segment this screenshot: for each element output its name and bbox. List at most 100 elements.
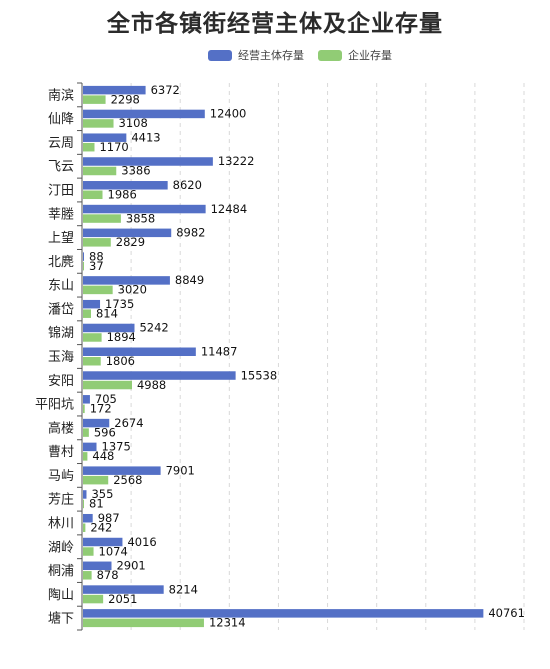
bar-series-1[interactable] xyxy=(83,395,90,404)
bar-series-1[interactable] xyxy=(83,133,127,142)
data-label: 2674 xyxy=(114,416,143,430)
data-label: 3020 xyxy=(118,283,147,297)
bar-series-1[interactable] xyxy=(83,537,123,547)
data-label: 37 xyxy=(89,259,104,273)
data-label: 355 xyxy=(91,487,113,501)
category-label: 平阳坑 xyxy=(35,398,74,413)
chart-title: 全市各镇街经营主体及企业存量 xyxy=(107,11,443,37)
data-label: 11487 xyxy=(201,345,238,359)
category-label: 南滨 xyxy=(48,87,74,103)
bar-series-1[interactable] xyxy=(83,490,87,499)
data-label: 7901 xyxy=(166,463,195,477)
bar-series-1[interactable] xyxy=(83,347,196,357)
category-label: 塘下 xyxy=(48,611,74,627)
bar-series-2[interactable] xyxy=(83,499,84,509)
bar-series-1[interactable] xyxy=(83,85,146,95)
category-label: 潘岱 xyxy=(48,302,74,317)
bar-series-2[interactable] xyxy=(83,523,86,532)
bar-series-2[interactable] xyxy=(83,452,88,461)
bar-series-2[interactable] xyxy=(83,214,121,223)
bar-series-2[interactable] xyxy=(83,142,95,152)
data-label: 4016 xyxy=(127,535,156,549)
legend-swatch-series-1 xyxy=(208,49,232,61)
category-label: 湖岭 xyxy=(48,540,74,555)
category-label: 云周 xyxy=(48,136,74,151)
data-label: 15538 xyxy=(241,368,278,382)
legend-label-series-1: 经营主体存量 xyxy=(238,49,304,62)
data-label: 40761 xyxy=(488,606,525,620)
bar-series-1[interactable] xyxy=(83,323,135,333)
category-label: 桐浦 xyxy=(48,564,74,579)
bar-series-2[interactable] xyxy=(83,333,102,342)
bar-series-1[interactable] xyxy=(83,513,93,523)
data-label: 4988 xyxy=(137,378,166,392)
bar-series-1[interactable] xyxy=(83,442,97,452)
legend: 经营主体存量 企业存量 xyxy=(0,46,550,64)
bar-series-1[interactable] xyxy=(83,228,172,238)
data-label: 878 xyxy=(97,568,119,582)
bar-series-1[interactable] xyxy=(83,561,112,571)
data-label: 3386 xyxy=(121,164,150,178)
bar-series-2[interactable] xyxy=(83,618,204,628)
data-label: 5242 xyxy=(139,321,168,335)
bar-series-2[interactable] xyxy=(83,309,91,318)
data-label: 12314 xyxy=(209,616,246,630)
category-label: 安阳 xyxy=(48,374,74,389)
category-label: 马屿 xyxy=(48,469,74,484)
bar-series-1[interactable] xyxy=(83,585,164,594)
bar-series-2[interactable] xyxy=(83,380,132,390)
legend-item-series-1[interactable]: 经营主体存量 xyxy=(208,46,304,64)
bar-series-1[interactable] xyxy=(83,252,84,261)
category-label: 莘塍 xyxy=(48,207,74,222)
data-label: 13222 xyxy=(218,154,255,168)
data-label: 172 xyxy=(90,402,112,416)
data-label: 3858 xyxy=(126,211,155,225)
data-label: 2051 xyxy=(108,592,137,606)
data-label: 88 xyxy=(89,249,104,263)
data-label: 242 xyxy=(90,520,112,534)
bar-series-1[interactable] xyxy=(83,157,213,166)
bar-series-2[interactable] xyxy=(83,119,114,128)
legend-item-series-2[interactable]: 企业存量 xyxy=(318,46,392,64)
bar-series-1[interactable] xyxy=(83,109,205,119)
data-label: 12400 xyxy=(210,107,247,121)
bar-series-1[interactable] xyxy=(83,299,101,309)
data-label: 814 xyxy=(96,306,118,320)
bar-series-2[interactable] xyxy=(83,166,117,176)
bar-series-2[interactable] xyxy=(83,357,101,366)
bar-series-1[interactable] xyxy=(83,276,170,285)
data-label: 81 xyxy=(89,497,104,511)
data-label: 1170 xyxy=(99,140,128,154)
data-label: 12484 xyxy=(211,202,248,216)
data-label: 1806 xyxy=(106,354,135,368)
bar-series-1[interactable] xyxy=(83,204,206,214)
bar-series-2[interactable] xyxy=(83,190,103,200)
category-label: 陶山 xyxy=(48,587,74,603)
bar-series-1[interactable] xyxy=(83,609,484,618)
data-label: 1986 xyxy=(108,188,137,202)
bar-series-1[interactable] xyxy=(83,418,110,428)
bar-series-1[interactable] xyxy=(83,466,161,475)
bar-series-2[interactable] xyxy=(83,285,113,295)
bar-series-2[interactable] xyxy=(83,547,94,556)
category-label: 汀田 xyxy=(48,184,74,199)
data-label: 1894 xyxy=(107,330,136,344)
bar-series-2[interactable] xyxy=(83,261,84,271)
bar-series-1[interactable] xyxy=(83,181,168,190)
bar-series-2[interactable] xyxy=(83,475,109,485)
category-label: 仙降 xyxy=(48,112,74,127)
data-label: 2901 xyxy=(116,559,145,573)
bar-series-2[interactable] xyxy=(83,594,104,604)
bar-series-2[interactable] xyxy=(83,95,106,104)
bar-series-1[interactable] xyxy=(83,371,236,380)
data-label: 2568 xyxy=(113,473,142,487)
bar-series-2[interactable] xyxy=(83,238,111,247)
category-label: 芳庄 xyxy=(48,492,74,508)
legend-swatch-series-2 xyxy=(318,49,342,61)
bar-series-2[interactable] xyxy=(83,571,92,580)
data-label: 8982 xyxy=(176,226,205,240)
bar-series-2[interactable] xyxy=(83,404,85,414)
bar-series-2[interactable] xyxy=(83,428,89,437)
data-label: 2829 xyxy=(116,235,145,249)
